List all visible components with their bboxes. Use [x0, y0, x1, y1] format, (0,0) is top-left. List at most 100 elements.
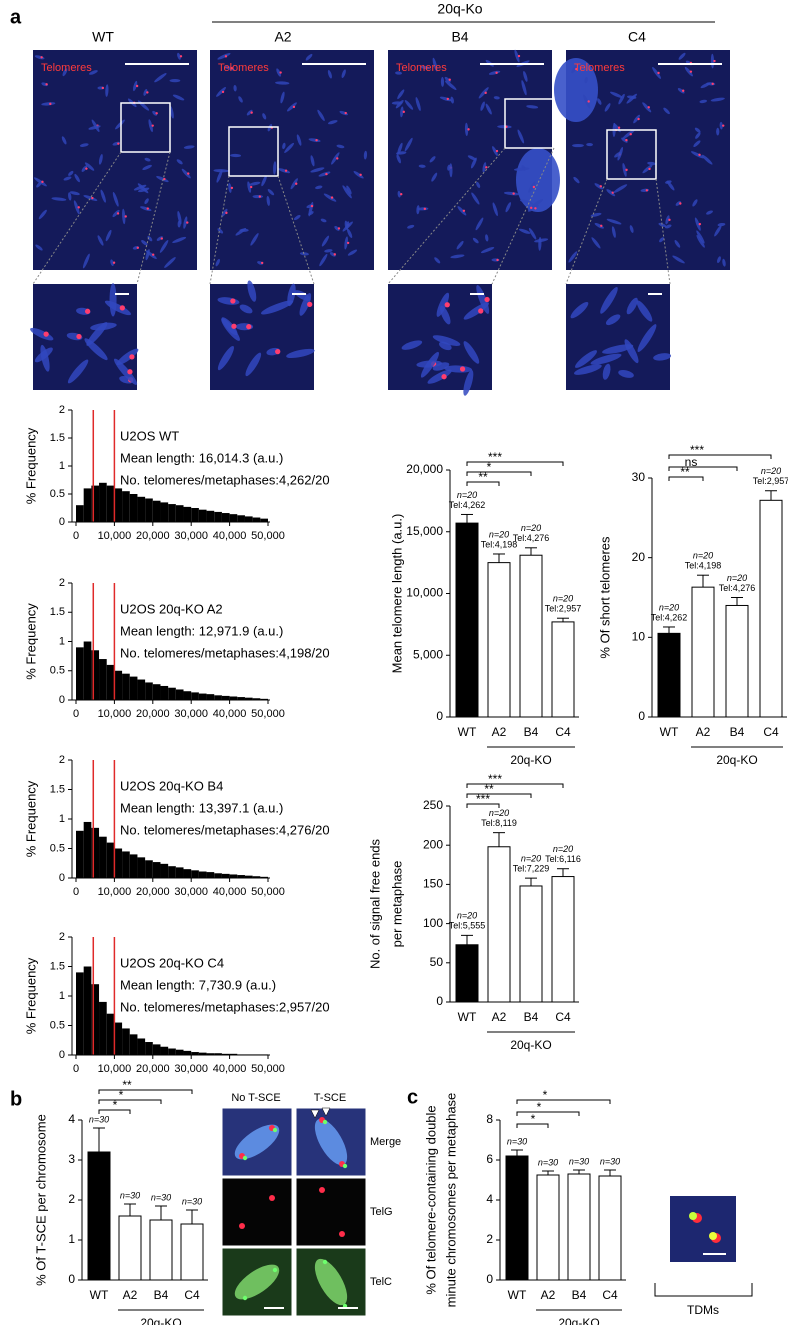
- chromosome: [81, 165, 88, 172]
- chromosome: [606, 189, 616, 197]
- zoom-guide: [32, 151, 122, 285]
- x-tick-label: 0: [73, 708, 79, 720]
- chromosome: [228, 182, 232, 193]
- chromosome: [611, 226, 616, 238]
- chromosome: [658, 222, 667, 228]
- group-label: 20q-KO: [716, 753, 757, 767]
- chromosome: [583, 94, 591, 109]
- telomere-dot: [224, 55, 228, 58]
- chromosome: [488, 70, 501, 75]
- chromosome: [331, 152, 340, 165]
- x-tick-label: 0: [73, 1063, 79, 1075]
- chromosome: [105, 84, 109, 97]
- chromosome: [397, 142, 403, 155]
- tel-label: Tel:2,957: [545, 604, 582, 614]
- y-tick-label: 0.5: [50, 665, 65, 677]
- chromosome: [584, 76, 588, 84]
- chromosome: [114, 358, 138, 385]
- telomere-dot: [617, 126, 621, 129]
- chromosome: [287, 283, 296, 307]
- chromosome: [693, 140, 701, 148]
- telomere-dot: [101, 86, 105, 90]
- chromosome: [694, 127, 701, 133]
- chromosome: [159, 239, 169, 253]
- x-tick-label: 20,000: [136, 1063, 170, 1075]
- annotation: No. telomeres/metaphases:2,957/20: [120, 999, 330, 1014]
- x-tick-label: 10,000: [98, 1063, 132, 1075]
- bar: [455, 944, 479, 1003]
- chromosome: [144, 157, 151, 162]
- chromosome: [293, 214, 301, 221]
- chromosome: [471, 192, 480, 205]
- chromosome: [68, 170, 74, 176]
- tdm-dot: [709, 1232, 717, 1240]
- telomere-dot: [599, 185, 603, 188]
- significance-label: ***: [488, 450, 502, 464]
- telomere-dot: [359, 173, 362, 176]
- histogram-bar: [168, 866, 176, 878]
- category-label: A2: [123, 1288, 138, 1302]
- chromosome: [675, 201, 682, 206]
- significance-bracket: [668, 476, 704, 481]
- significance-bracket: [98, 1099, 162, 1104]
- telomere-dot: [517, 54, 521, 58]
- y-axis-label: per metaphase: [389, 861, 404, 948]
- bar: [657, 632, 681, 718]
- telomere-dot: [575, 67, 578, 71]
- chromosome: [183, 145, 195, 149]
- chromosome: [695, 132, 701, 139]
- histogram-bar: [183, 691, 192, 700]
- significance-label: **: [680, 465, 690, 479]
- image-label: Telomeres: [396, 62, 447, 74]
- telg-dot: [319, 1187, 325, 1193]
- telomere-dot: [295, 182, 298, 185]
- chromosome: [659, 237, 665, 243]
- tel-label: Tel:6,116: [545, 854, 581, 864]
- telomere-dot: [532, 185, 536, 189]
- category-label: WT: [90, 1288, 109, 1302]
- chromosome: [213, 169, 229, 173]
- chromosome: [290, 178, 298, 190]
- nucleus: [516, 148, 560, 212]
- chromosome: [463, 341, 480, 364]
- chromosome: [672, 255, 685, 264]
- zoom-box: [606, 129, 657, 180]
- chromosome: [691, 151, 705, 159]
- chromosome: [637, 324, 657, 352]
- significance-label: ***: [690, 443, 704, 457]
- chromosome: [142, 164, 152, 171]
- tel-label: Tel:4,276: [719, 583, 756, 593]
- chromosome: [216, 169, 223, 183]
- histogram-bar: [106, 1013, 115, 1055]
- telomere-dot: [163, 177, 166, 181]
- histogram-bar: [175, 1049, 184, 1055]
- telomere-dot: [512, 192, 515, 195]
- histogram-bar: [260, 698, 268, 700]
- image-row-label: TelC: [370, 1276, 392, 1288]
- n-label: n=30: [538, 1157, 558, 1167]
- n-label: n=20: [761, 466, 781, 476]
- telomere-dot: [112, 261, 116, 264]
- chromosome: [444, 76, 451, 83]
- histogram-bar: [221, 1053, 230, 1055]
- chromosome: [247, 181, 252, 193]
- telomere-dot: [225, 211, 228, 215]
- telomere-dot: [495, 149, 499, 153]
- y-tick-label: 8: [486, 1112, 493, 1126]
- n-label: n=30: [89, 1114, 109, 1124]
- y-tick-label: 0: [59, 694, 65, 706]
- chromosome: [400, 106, 404, 118]
- metaphase-image: [210, 50, 374, 270]
- histogram-bar: [114, 1022, 123, 1055]
- significance-label: ns: [685, 455, 698, 469]
- telomere-dot: [119, 305, 125, 311]
- significance-bracket: [668, 454, 772, 459]
- chromosome: [590, 212, 602, 217]
- telomere-dot: [279, 71, 282, 74]
- telomere-dot: [423, 207, 427, 211]
- chromosome: [40, 344, 50, 372]
- tel-label: Tel:4,262: [449, 500, 486, 510]
- category-label: C4: [555, 1010, 571, 1024]
- chromosome: [97, 235, 104, 246]
